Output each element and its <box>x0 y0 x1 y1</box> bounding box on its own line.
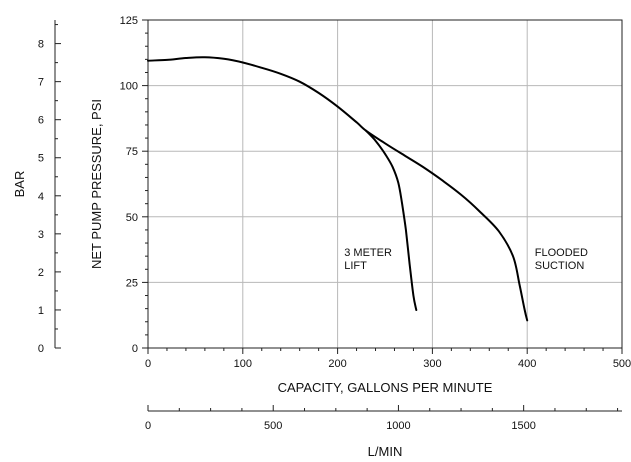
x-tick-label: 300 <box>423 358 441 370</box>
y-tick-label: 50 <box>126 212 138 224</box>
curve-annotation: 3 METER LIFT <box>344 247 392 272</box>
y-axis: 0 25 50 75 100 125 <box>120 15 148 355</box>
annotation-line: SUCTION <box>535 260 585 272</box>
series-layer <box>147 56 529 322</box>
secondary-x-axis-title: L/MIN <box>368 444 403 459</box>
secondary-x-tick-label: 1500 <box>511 420 535 432</box>
secondary-x-tick-label: 1000 <box>386 420 410 432</box>
secondary-y-tick-label: 7 <box>38 77 44 89</box>
plot-frame <box>147 19 623 349</box>
y-tick-label: 125 <box>120 15 138 27</box>
y-tick-label: 25 <box>126 277 138 289</box>
annotation-line: FLOODED <box>535 247 588 259</box>
series-line-flooded-suction <box>147 56 529 322</box>
y-axis-title: NET PUMP PRESSURE, PSI <box>89 99 104 269</box>
secondary-y-tick-label: 5 <box>38 153 44 165</box>
annotation-line: 3 METER <box>344 247 392 259</box>
y-tick-label: 75 <box>126 146 138 158</box>
annotations: 3 METER LIFT FLOODED SUCTION <box>344 247 588 272</box>
secondary-y-axis-title: BAR <box>12 171 27 198</box>
secondary-y-tick-label: 0 <box>38 343 44 355</box>
y-tick-label: 0 <box>132 343 138 355</box>
x-axis-title: CAPACITY, GALLONS PER MINUTE <box>278 380 493 395</box>
annotation-line: LIFT <box>344 260 367 272</box>
x-tick-label: 500 <box>613 358 631 370</box>
secondary-y-tick-label: 1 <box>38 305 44 317</box>
x-tick-label: 0 <box>145 358 151 370</box>
secondary-y-axis: 0 1 2 3 4 5 6 7 8 <box>38 20 61 355</box>
grid <box>148 20 622 348</box>
secondary-x-tick-label: 0 <box>145 420 151 432</box>
x-tick-label: 100 <box>234 358 252 370</box>
secondary-y-tick-label: 8 <box>38 39 44 51</box>
x-tick-label: 200 <box>328 358 346 370</box>
secondary-y-tick-label: 3 <box>38 229 44 241</box>
series-line-3-meter-lift <box>365 129 418 311</box>
x-tick-label: 400 <box>518 358 536 370</box>
secondary-y-tick-label: 6 <box>38 115 44 127</box>
x-axis: 0 100 200 300 400 500 <box>145 348 631 370</box>
secondary-y-tick-label: 2 <box>38 267 44 279</box>
secondary-x-axis: 0 500 1000 1500 <box>145 405 622 432</box>
secondary-y-tick-label: 4 <box>38 191 44 203</box>
curve-annotation: FLOODED SUCTION <box>535 247 588 272</box>
secondary-x-tick-label: 500 <box>264 420 282 432</box>
y-tick-label: 100 <box>120 81 138 93</box>
